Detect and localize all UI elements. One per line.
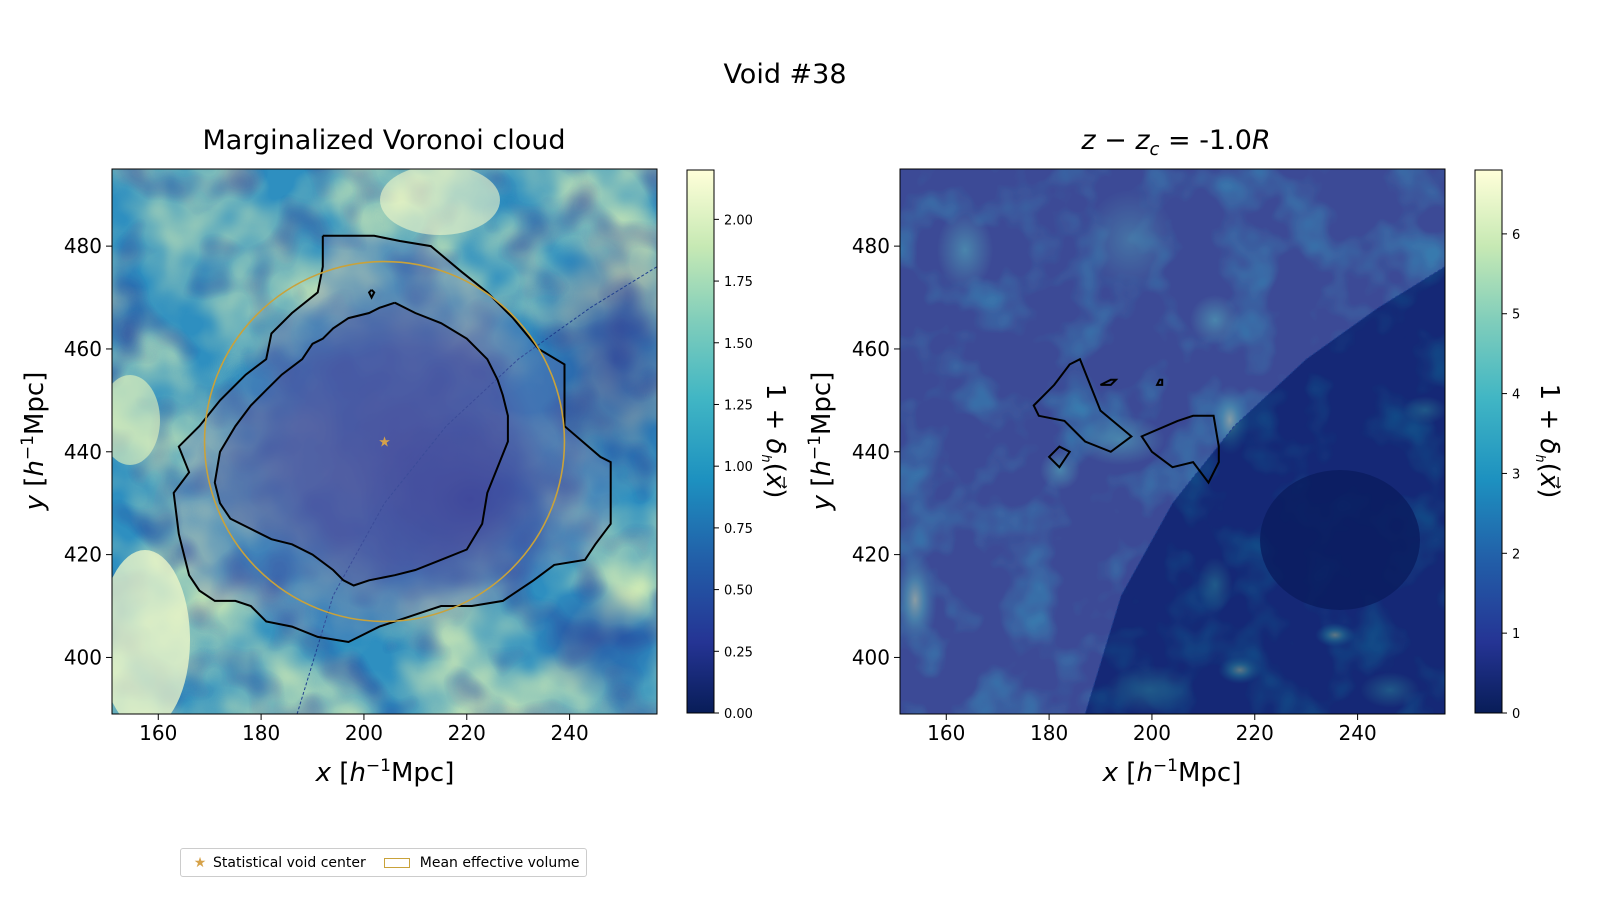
colorbar-tick-label: 0.75 (724, 522, 753, 537)
figure-title: Void #38 (723, 59, 846, 90)
legend-item-center: ★ Statistical void center (187, 855, 366, 871)
y-tick-label: 400 (64, 645, 102, 669)
right-heatmap (900, 169, 1445, 714)
right-axes-frame (899, 168, 1446, 715)
x-tick-label: 220 (1236, 721, 1274, 745)
void-region-shade (173, 235, 611, 643)
x-tick-label: 240 (1339, 721, 1377, 745)
colorbar-tick-label: 4 (1512, 388, 1520, 403)
y-tick-label: 460 (852, 337, 890, 361)
x-tick-label: 240 (551, 721, 589, 745)
left-xlabel: x [h−1Mpc] (315, 756, 455, 788)
legend: ★ Statistical void center Mean effective… (180, 848, 587, 877)
colorbar-tick-label: 0.25 (724, 645, 753, 660)
density-contour (1140, 414, 1220, 485)
left-axes-frame (111, 168, 658, 715)
circle-swatch-icon (383, 857, 410, 868)
small-contour (367, 289, 376, 300)
density-contour (1047, 445, 1072, 469)
right-xlabel: x [h−1Mpc] (1102, 756, 1242, 788)
left-ylabel: y [h−1Mpc] (18, 372, 50, 512)
right-panel-title: z − zc = -1.0R (1080, 125, 1270, 160)
void-core-shade (214, 302, 508, 586)
inside-survey-shade (900, 169, 1445, 714)
y-tick-label: 480 (852, 234, 890, 258)
inner-contour (213, 301, 509, 587)
x-tick-label: 200 (1133, 721, 1171, 745)
x-tick-label: 180 (242, 721, 280, 745)
right-colorbar-label: 1 + δh(x⃗) (1532, 384, 1564, 499)
colorbar-tick-label: 3 (1512, 467, 1520, 482)
colorbar-tick-label: 6 (1512, 228, 1520, 243)
colorbar-tick-label: 1.25 (724, 398, 753, 413)
right-colorbar: 0 1 2 3 4 5 6 1 + δh(x⃗) (1474, 169, 1564, 722)
y-tick-label: 400 (852, 645, 890, 669)
y-tick-label: 440 (852, 440, 890, 464)
colorbar-tick-label: 1 (1512, 627, 1520, 642)
x-tick-label: 200 (345, 721, 383, 745)
density-contour (1155, 378, 1164, 386)
colorbar-tick-label: 2.00 (724, 213, 753, 228)
left-heatmap: ★ (112, 169, 657, 714)
right-ylabel: y [h−1Mpc] (805, 372, 837, 512)
density-contour (1032, 357, 1134, 453)
colorbar-tick-label: 5 (1512, 308, 1520, 323)
colorbar-tick-label: 1.50 (724, 337, 753, 352)
right-panel: z − zc = -1.0R 160 180 200 220 2404004204404… (805, 125, 1564, 788)
legend-item-volume: Mean effective volume (383, 854, 580, 871)
x-tick-label: 160 (927, 721, 965, 745)
y-tick-label: 480 (64, 234, 102, 258)
outside-survey-region (1085, 266, 1445, 714)
outer-contour (172, 234, 612, 644)
colorbar-tick-label: 0 (1512, 707, 1520, 722)
y-tick-label: 420 (852, 543, 890, 567)
legend-volume-label: Mean effective volume (419, 854, 580, 871)
x-tick-label: 220 (448, 721, 486, 745)
left-panel: Marginalized Voronoi cloud ★ 160 180 200 22… (18, 125, 790, 788)
colorbar-tick-label: 0.50 (724, 584, 753, 599)
colorbar-tick-label: 1.75 (724, 275, 753, 290)
star-icon: ★ (193, 854, 207, 871)
colorbar-tick-label: 0.00 (724, 707, 753, 722)
y-tick-label: 440 (64, 440, 102, 464)
density-contour (1100, 378, 1119, 386)
x-tick-label: 180 (1030, 721, 1068, 745)
left-panel-title: Marginalized Voronoi cloud (202, 125, 565, 156)
void-center-star-icon: ★ (378, 435, 391, 451)
effective-volume-circle (203, 260, 566, 623)
left-colorbar-label: 1 + δh(x⃗) (758, 384, 790, 499)
y-tick-label: 420 (64, 543, 102, 567)
legend-center-label: Statistical void center (213, 854, 366, 871)
left-colorbar: 0.00 0.25 0.50 0.75 1.00 1.25 1.50 1.75 2.00 1 +… (686, 169, 790, 722)
colorbar-tick-label: 2 (1512, 547, 1520, 562)
colorbar-tick-label: 1.00 (724, 460, 753, 475)
y-tick-label: 460 (64, 337, 102, 361)
x-tick-label: 160 (139, 721, 177, 745)
